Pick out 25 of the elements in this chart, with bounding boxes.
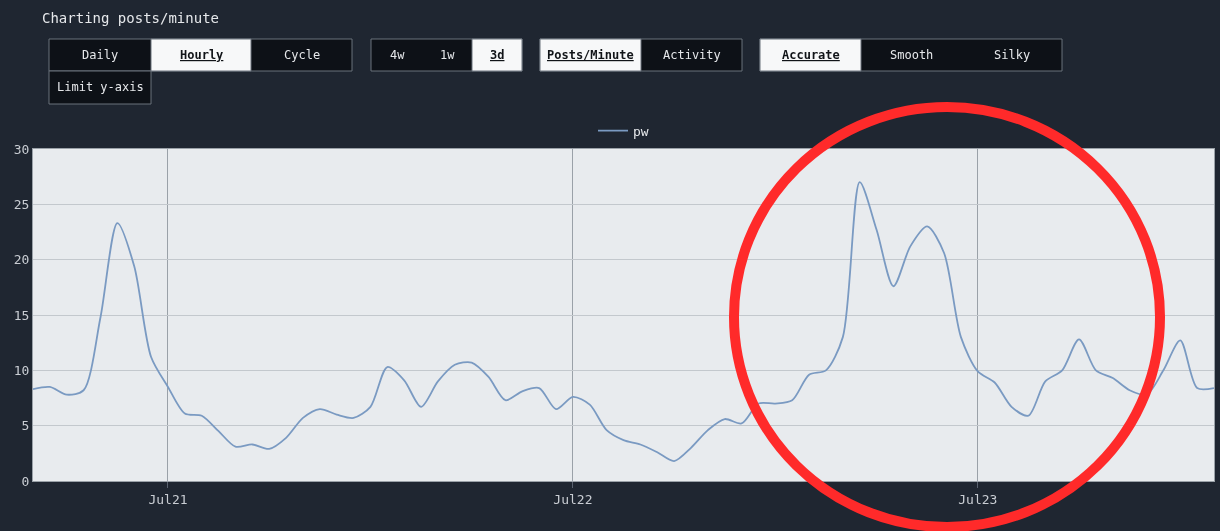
line-series: [33, 181, 1214, 462]
y-tick-label: 0: [21, 473, 30, 489]
text: Limit y-axis: [57, 80, 144, 94]
x-tick-label: Jul23: [958, 491, 998, 507]
y-tick-label: 30: [13, 141, 30, 157]
chart-title: Charting posts/minute: [42, 10, 220, 26]
text: Smooth: [890, 48, 934, 62]
legend-label: pw: [633, 123, 649, 139]
text: 1w: [440, 48, 456, 62]
text: Silky: [994, 48, 1031, 62]
x-tick-label: Jul22: [553, 491, 593, 507]
y-tick-label: 10: [13, 362, 30, 378]
text: Posts/Minute: [547, 48, 634, 62]
text: 4w: [390, 48, 406, 62]
text: Cycle: [284, 48, 321, 62]
y-tick-label: 5: [21, 418, 30, 434]
text: Accurate: [782, 48, 840, 62]
text: Activity: [663, 48, 721, 62]
y-tick-label: 20: [13, 252, 30, 268]
y-tick-label: 15: [13, 307, 30, 323]
y-tick-label: 25: [13, 196, 30, 212]
text: Hourly: [180, 48, 224, 62]
text: 3d: [490, 48, 505, 62]
text: Daily: [82, 48, 119, 62]
x-tick-label: Jul21: [148, 491, 188, 507]
